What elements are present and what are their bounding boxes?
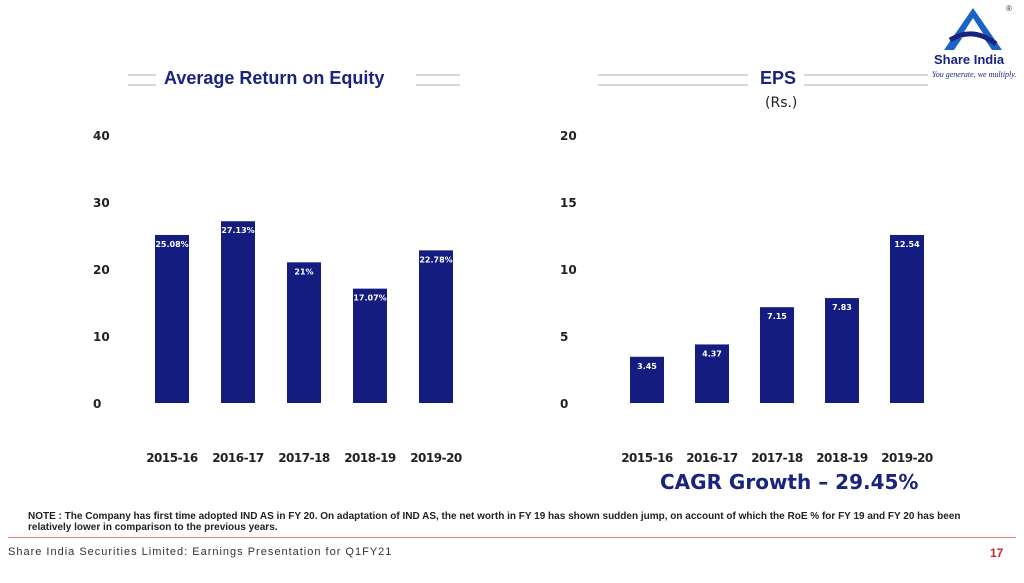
eps-ytick-label: 0 (560, 397, 568, 411)
roe-data-label: 27.13% (221, 226, 254, 235)
eps-unit-label: (Rs.) (765, 95, 798, 111)
roe-bar (353, 288, 387, 403)
roe-bar (221, 221, 255, 403)
eps-ytick-label: 5 (560, 330, 568, 344)
eps-bar (630, 356, 664, 403)
roe-category-label: 2016-17 (212, 451, 264, 465)
eps-bar-chart: 0 5 10 15 20 3.45 2015-16 4.37 2016-17 7.15 2017-1… (560, 129, 933, 465)
eps-bar (695, 344, 729, 403)
eps-data-label: 7.83 (832, 303, 852, 312)
footer-text: Share India Securities Limited: Earnings… (8, 546, 393, 558)
footnote: NOTE : The Company has first time adopte… (28, 511, 961, 533)
roe-category-label: 2017-18 (278, 451, 330, 465)
eps-category-label: 2019-20 (881, 451, 933, 465)
eps-data-label: 12.54 (894, 240, 920, 249)
eps-chart-title: EPS (760, 68, 797, 88)
roe-data-label: 25.08% (155, 240, 188, 249)
eps-category-label: 2017-18 (751, 451, 803, 465)
roe-bar (155, 234, 189, 403)
roe-title-deco-left (128, 74, 156, 86)
brand-logo: ® Share India You generate, we multiply. (930, 4, 1016, 90)
eps-title-deco-right (804, 74, 928, 86)
footer-divider (8, 537, 1016, 538)
roe-ytick-label: 40 (93, 129, 110, 143)
roe-category-label: 2015-16 (146, 451, 198, 465)
eps-category-label: 2015-16 (621, 451, 673, 465)
roe-data-label: 22.78% (419, 255, 452, 264)
roe-ytick-label: 30 (93, 196, 110, 210)
logo-tagline: You generate, we multiply. (932, 70, 1017, 79)
eps-bar (760, 307, 794, 403)
roe-ytick-label: 20 (93, 263, 110, 277)
eps-bar (825, 298, 859, 403)
eps-category-label: 2016-17 (686, 451, 738, 465)
roe-data-label: 21% (294, 267, 313, 276)
eps-data-label: 3.45 (637, 362, 657, 371)
eps-category-label: 2018-19 (816, 451, 868, 465)
eps-title-deco-left (598, 74, 748, 86)
cagr-growth-label: CAGR Growth – 29.45% (660, 470, 919, 494)
roe-bar-chart: 0 10 20 30 40 25.08% 2015-16 27.13% 2016-17 21% 20… (93, 129, 462, 465)
page-number: 17 (990, 546, 1004, 560)
eps-ytick-label: 20 (560, 129, 577, 143)
roe-title-deco-right (416, 74, 460, 86)
roe-ytick-label: 10 (93, 330, 110, 344)
roe-category-label: 2019-20 (410, 451, 462, 465)
eps-ytick-label: 10 (560, 263, 577, 277)
roe-category-label: 2018-19 (344, 451, 396, 465)
eps-data-label: 4.37 (702, 349, 722, 358)
eps-data-label: 7.15 (767, 312, 787, 321)
roe-bar (287, 262, 321, 403)
eps-bar (890, 234, 924, 403)
logo-icon (944, 8, 1002, 50)
roe-ytick-label: 0 (93, 397, 101, 411)
roe-bar (419, 250, 453, 403)
logo-registered: ® (1006, 4, 1012, 13)
eps-ytick-label: 15 (560, 196, 577, 210)
logo-name: Share India (934, 52, 1005, 67)
roe-chart-title: Average Return on Equity (164, 68, 385, 88)
roe-data-label: 17.07% (353, 294, 386, 303)
